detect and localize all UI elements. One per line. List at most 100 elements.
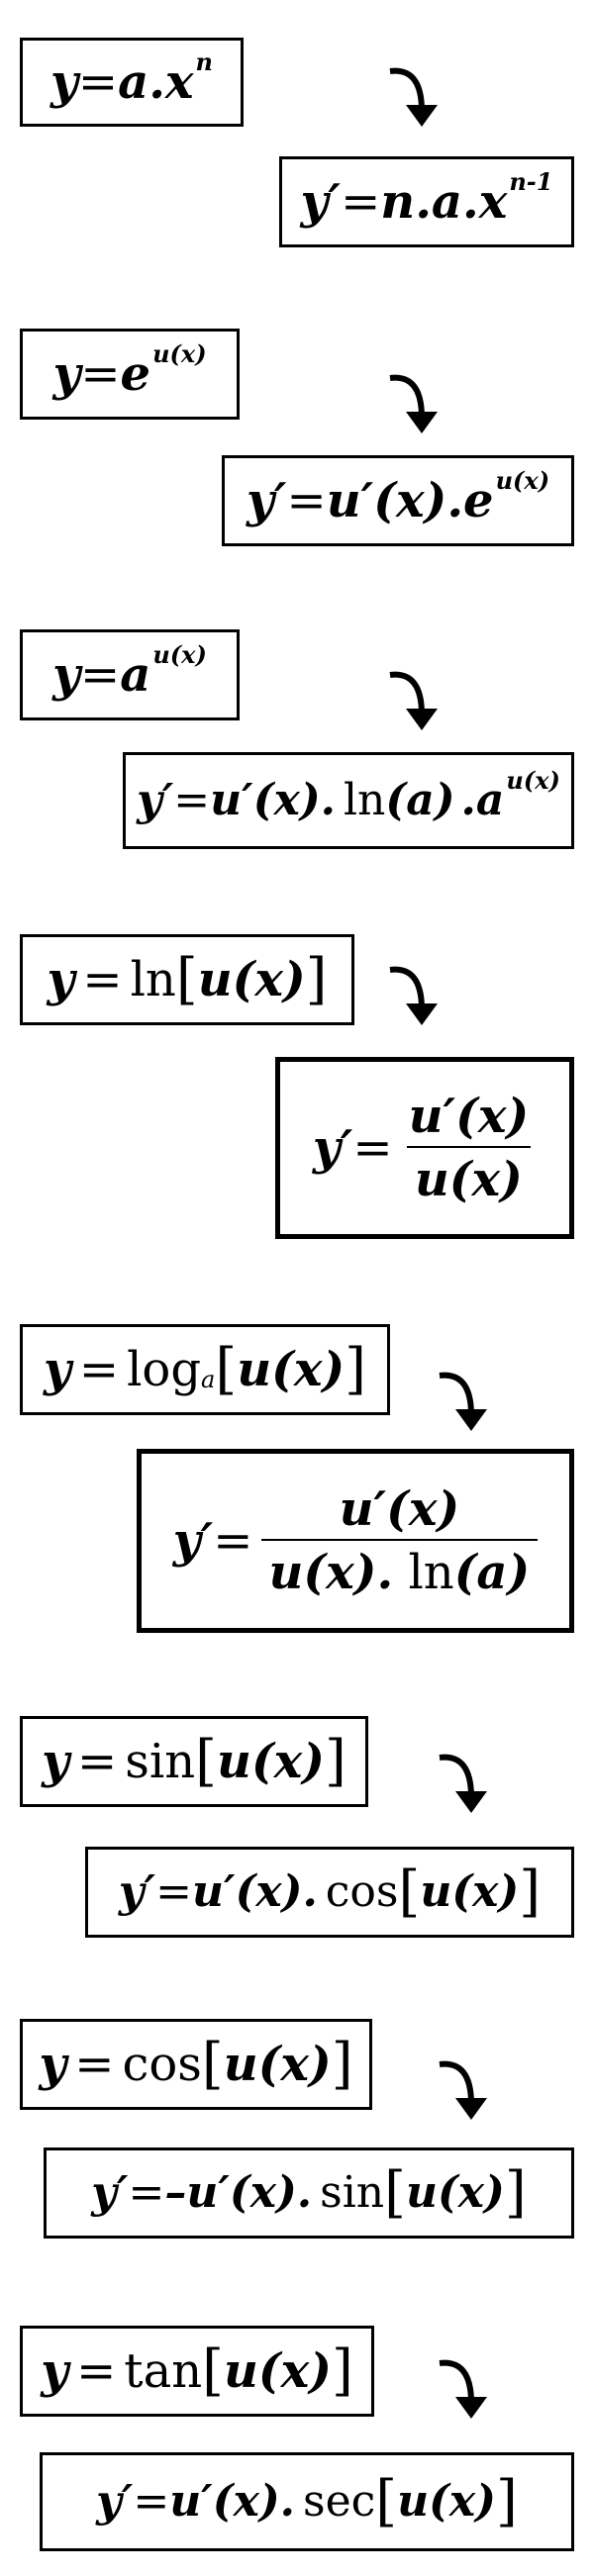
u-func: u	[405, 2167, 438, 2218]
equals: =	[74, 2037, 115, 2092]
function-box: y = sin [ u (x) ]	[20, 1716, 368, 1807]
den-u: u(x)	[268, 1545, 377, 1600]
u-prime: u′	[191, 1866, 236, 1917]
function-box: y = log a [ u (x) ]	[20, 1324, 390, 1415]
derivative-box: y′ = u′(x) u(x)	[275, 1057, 574, 1239]
y-var: y	[42, 1734, 70, 1789]
u-func: u	[197, 952, 233, 1007]
a-const: a	[431, 174, 463, 230]
y-prime: y′	[246, 473, 287, 528]
tan-function: tan	[124, 2343, 203, 2399]
close-bracket: ]	[305, 947, 328, 1011]
dot: .	[446, 473, 464, 528]
a-const: a	[475, 775, 505, 825]
a-const: a	[118, 54, 149, 110]
curved-arrow-down-icon	[434, 1366, 493, 1435]
dot: .	[279, 2476, 295, 2527]
y-var: y	[49, 54, 78, 110]
rule-general-exponential: y = a u(x) y′ = u′ (x) . ln (a) . a u(x)	[0, 594, 593, 891]
derivative-box: y′ = u′ (x) . cos [ u (x) ]	[85, 1847, 574, 1938]
function-box: y = ln [ u (x) ]	[20, 934, 354, 1025]
argument: (x)	[429, 2476, 496, 2527]
n-const: n	[380, 174, 416, 230]
u-prime: u′	[186, 2167, 230, 2218]
curved-arrow-down-icon	[384, 368, 444, 437]
numerator: u′(x)	[339, 1481, 460, 1537]
y-prime: y′	[91, 2167, 129, 2218]
u-func: u	[397, 2476, 430, 2527]
equals: =	[133, 2476, 170, 2527]
y-var: y	[52, 647, 81, 703]
y-prime: y′	[96, 2476, 134, 2527]
argument: (x)	[235, 1866, 303, 1917]
u-func: u	[217, 1734, 251, 1789]
x-var: x	[164, 54, 194, 110]
argument: (x)	[451, 1866, 520, 1917]
e-const: e	[120, 346, 151, 402]
derivative-box: y′ = u′(x) u(x). ln(a)	[137, 1449, 574, 1633]
dot: .	[415, 174, 432, 230]
y-prime: y′	[300, 174, 342, 230]
close-bracket: ]	[495, 2469, 518, 2533]
den-arg: (a)	[453, 1545, 531, 1600]
derivative-box: y′ = u′ (x) . sec [ u (x) ]	[40, 2452, 574, 2551]
equals: =	[82, 952, 123, 1007]
derivative-box: y′ = n . a . x n-1	[279, 156, 574, 247]
argument: (x)	[250, 1734, 325, 1789]
curved-arrow-down-icon	[434, 2054, 493, 2124]
function-box: y = cos [ u (x) ]	[20, 2019, 372, 2110]
exponent: u(x)	[506, 766, 560, 795]
open-bracket: [	[201, 2032, 224, 2096]
exponent: u(x)	[152, 339, 207, 368]
sin-function: sin	[125, 1734, 196, 1789]
cos-function: cos	[122, 2037, 202, 2092]
rule-natural-log: y = ln [ u (x) ] y′ = u′(x) u(x)	[0, 891, 593, 1239]
den-ln: ln	[408, 1545, 454, 1600]
rule-sine: y = sin [ u (x) ] y′ = u′ (x) . cos [ u …	[0, 1682, 593, 1979]
open-bracket: [	[175, 947, 198, 1011]
close-bracket: ]	[345, 1337, 367, 1401]
close-bracket: ]	[331, 2032, 353, 2096]
y-prime: y′	[118, 1866, 156, 1917]
dot: .	[460, 775, 476, 825]
rule-cosine: y = cos [ u (x) ] y′ = – u′ (x) . sin [ …	[0, 1979, 593, 2276]
numerator: u′(x)	[408, 1089, 530, 1144]
sin-function: sin	[320, 2167, 385, 2218]
y-var: y	[39, 2037, 67, 2092]
derivative-box: y′ = – u′ (x) . sin [ u (x) ]	[44, 2147, 574, 2239]
equals: =	[77, 1734, 118, 1789]
argument: (x)	[437, 2167, 505, 2218]
denominator: u(x)	[406, 1146, 531, 1203]
argument: (x)	[271, 1342, 346, 1397]
argument: (x)	[257, 2037, 332, 2092]
function-box: y = tan [ u (x) ]	[20, 2326, 374, 2417]
dot: .	[462, 174, 479, 230]
equals: =	[173, 775, 211, 825]
exponent: u(x)	[495, 466, 550, 495]
log-function: log	[127, 1342, 202, 1397]
y-var: y	[47, 952, 75, 1007]
argument: (x)	[373, 473, 447, 528]
function-box: y = e u(x)	[20, 329, 240, 420]
open-bracket: [	[202, 2338, 224, 2403]
rule-exponential: y = e u(x) y′ = u′ (x) . e u(x)	[0, 297, 593, 594]
u-prime: u′	[210, 775, 253, 825]
exponent: u(x)	[152, 640, 207, 669]
cos-function: cos	[325, 1866, 399, 1917]
curved-arrow-down-icon	[434, 2353, 493, 2423]
open-bracket: [	[195, 1729, 218, 1793]
argument: (x)	[257, 2343, 332, 2399]
x-var: x	[478, 174, 508, 230]
equals: =	[155, 1866, 192, 1917]
derivative-box: y′ = u′ (x) . ln (a) . a u(x)	[123, 752, 574, 849]
open-bracket: [	[375, 2469, 398, 2533]
e-const: e	[463, 473, 494, 528]
u-func: u	[237, 1342, 272, 1397]
dot: .	[148, 54, 165, 110]
y-prime: y′	[137, 775, 174, 825]
y-var: y	[43, 1342, 71, 1397]
y-var: y	[41, 2343, 69, 2399]
curved-arrow-down-icon	[384, 61, 444, 131]
equals: =	[80, 346, 121, 402]
close-bracket: ]	[519, 1860, 542, 1924]
